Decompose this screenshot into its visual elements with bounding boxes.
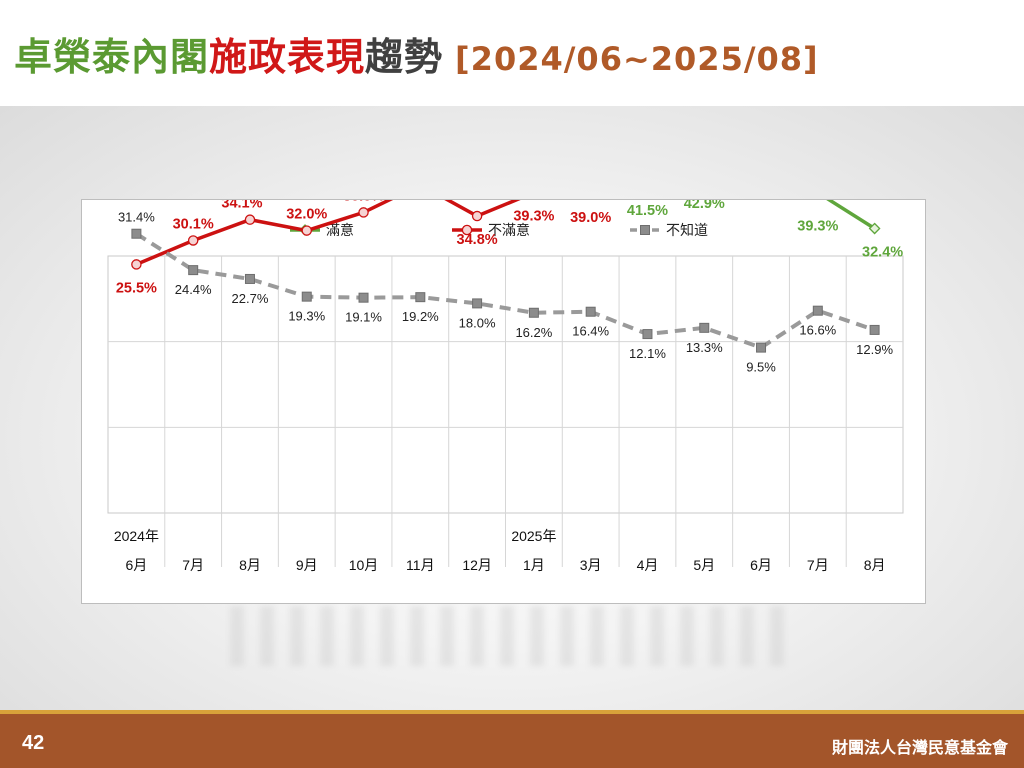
data-label-unknown: 24.4% [175,282,212,297]
data-label-dissatisfied: 25.5% [116,280,157,296]
title-part-performance: 施政表現 [209,35,366,79]
x-tick-label: 6月 [750,557,772,573]
title-part-trend: 趨勢 [365,35,444,79]
x-tick-label: 4月 [637,557,659,573]
data-point-satisfied [868,222,881,235]
page-number: 42 [22,732,45,754]
series-line-unknown [135,232,876,350]
data-point-dissatisfied [244,214,256,225]
data-point-unknown [756,342,767,353]
trend-chart: 滿意不滿意不知道43.1%45.5%43.1%48.7%45.3%39.9%47… [81,199,926,604]
data-label-dissatisfied: 32.0% [286,207,327,223]
data-label-dissatisfied: 34.1% [221,200,262,212]
title-part-cabinet: 卓榮泰內閣 [14,35,210,79]
x-tick-label: 12月 [462,557,492,573]
footer-bar: 42 財團法人台灣民意基金會 [0,710,1024,768]
data-label-unknown: 13.3% [686,340,723,355]
x-tick-label: 7月 [807,557,829,573]
x-tick-label: 1月 [523,557,545,573]
data-point-dissatisfied [471,210,483,222]
data-point-unknown [301,291,312,302]
legend-label: 不滿意 [488,222,530,238]
x-tick-label: 8月 [239,557,261,573]
legend-marker [640,225,650,235]
title-bar: 卓榮泰內閣施政表現趨勢 [2024/06~2025/08] [0,0,1024,106]
x-tick-label: 10月 [349,557,379,573]
data-point-unknown [869,324,880,335]
data-point-unknown [472,298,483,309]
data-point-unknown [699,322,710,333]
data-point-unknown [131,228,142,239]
data-point-unknown [528,307,539,318]
data-label-satisfied: 32.4% [862,245,903,261]
data-label-satisfied: 39.3% [797,219,838,235]
x-tick-label: 7月 [182,557,204,573]
data-label-unknown: 16.4% [572,324,609,339]
data-point-unknown [642,329,653,340]
data-label-unknown: 16.6% [799,323,836,338]
data-label-dissatisfied: 39.3% [513,209,554,225]
data-point-dissatisfied [187,235,199,246]
data-point-dissatisfied [358,207,369,218]
data-label-unknown: 9.5% [746,360,776,375]
data-point-unknown [244,273,255,284]
data-label-satisfied: 41.5% [627,203,668,219]
x-tick-label: 3月 [580,557,602,573]
x-tick-label: 8月 [864,557,886,573]
data-label-unknown: 18.0% [459,315,496,330]
legend-label: 滿意 [326,222,354,238]
data-label-unknown: 12.9% [856,342,893,357]
data-label-unknown: 19.2% [402,309,439,324]
page-title: 卓榮泰內閣施政表現趨勢 [2024/06~2025/08] [14,26,819,86]
data-point-dissatisfied [301,225,312,236]
data-label-unknown: 19.3% [288,309,325,324]
legend-marker [461,224,473,236]
year-label: 2024年 [114,528,159,544]
chart-svg: 滿意不滿意不知道43.1%45.5%43.1%48.7%45.3%39.9%47… [107,200,904,573]
x-tick-label: 6月 [125,557,147,573]
data-label-unknown: 12.1% [629,346,666,361]
data-label-unknown: 31.4% [118,210,155,225]
data-point-unknown [812,305,823,316]
data-label-dissatisfied: 34.8% [457,232,498,248]
data-point-dissatisfied [131,259,142,270]
data-label-dissatisfied: 30.1% [173,216,214,232]
data-point-unknown [358,292,369,303]
data-label-unknown: 22.7% [232,291,269,306]
data-point-unknown [585,306,596,317]
data-label-dissatisfied: 35.5% [343,200,384,204]
series-line-dissatisfied [135,200,521,267]
data-label-satisfied: 44.4% [740,200,781,204]
legend-label: 不知道 [666,222,708,238]
year-label: 2025年 [511,528,556,544]
data-point-unknown [188,265,199,276]
x-tick-label: 5月 [693,557,715,573]
data-label-unknown: 19.1% [345,310,382,325]
data-label-dissatisfied: 39.0% [570,210,611,226]
x-tick-label: 9月 [296,557,318,573]
crowd-silhouette-decoration [230,606,790,666]
x-tick-label: 11月 [406,557,435,573]
data-label-satisfied: 42.9% [684,200,725,212]
title-date-range: [2024/06~2025/08] [455,40,819,78]
data-label-unknown: 16.2% [515,325,552,340]
data-point-unknown [415,292,426,303]
organization-name: 財團法人台灣民意基金會 [831,738,1008,757]
